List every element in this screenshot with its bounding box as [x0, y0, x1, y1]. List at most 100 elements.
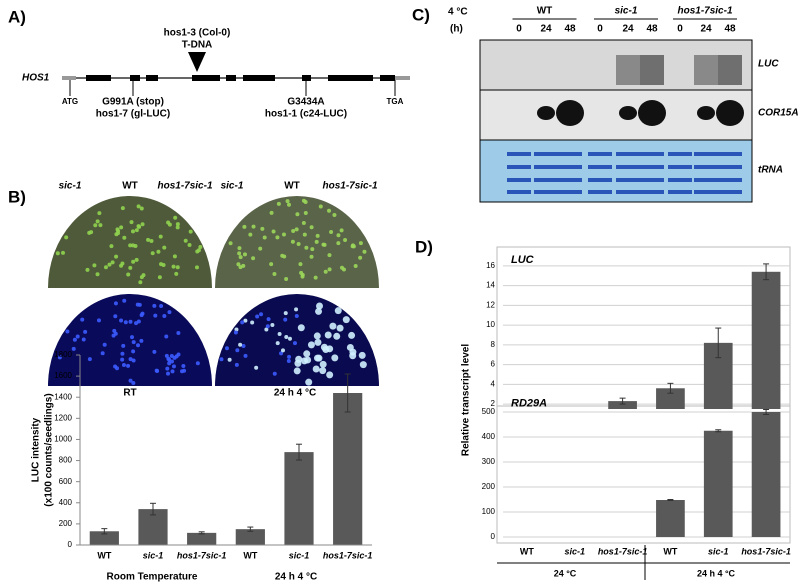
seedling [350, 244, 355, 249]
seedling [319, 367, 327, 375]
seedling [320, 343, 328, 351]
seedling [165, 366, 170, 371]
allele: hos1-7 (gl-LUC) [96, 109, 170, 120]
seedling [112, 328, 117, 333]
seedling [111, 333, 116, 338]
tdna-marker [188, 52, 206, 72]
seedling [283, 317, 288, 322]
seedling [123, 320, 128, 325]
time-label: 48 [724, 24, 736, 35]
seedling [341, 267, 346, 272]
seedling [183, 238, 188, 243]
seedling [135, 302, 140, 307]
trna-band [668, 165, 692, 169]
seedling [173, 215, 178, 220]
error-bar [763, 409, 770, 415]
seedlings [55, 198, 367, 386]
start-codon: ATG [62, 97, 78, 106]
trna-band [694, 152, 718, 156]
seedling [64, 235, 69, 240]
seedling [130, 335, 135, 340]
y-tick-label: 1200 [54, 413, 72, 422]
trna-band [668, 190, 692, 194]
seedling [175, 222, 180, 227]
plate-label: sic-1 [221, 181, 244, 192]
seedling [85, 267, 90, 272]
seedling [155, 368, 160, 373]
seedling [107, 262, 112, 267]
seedling [87, 357, 92, 362]
plate-photo [48, 196, 212, 288]
seedling [139, 275, 144, 280]
seedling [280, 348, 285, 353]
seedling [167, 357, 172, 362]
seedling [136, 204, 141, 209]
x-tick-label: sic-1 [708, 546, 729, 556]
seedling [238, 255, 243, 260]
seedling [128, 319, 133, 324]
trna-band [507, 178, 531, 182]
plate-photo [215, 196, 379, 288]
seedling [89, 230, 94, 235]
luminescence-photo [48, 294, 212, 386]
seedling [264, 327, 269, 332]
seedling [157, 275, 162, 280]
chart-title: RD29A [511, 397, 547, 409]
trna-band [616, 165, 640, 169]
error-bar [296, 443, 302, 461]
seedling [297, 324, 305, 332]
seedling [71, 346, 76, 351]
markers [69, 80, 396, 96]
error-bar [763, 263, 770, 281]
time-label: 24 [700, 24, 712, 35]
x-tick-label: WT [243, 550, 257, 560]
time-label: 24 [622, 24, 634, 35]
seedling [174, 271, 179, 276]
seedling [329, 230, 334, 235]
seedling [336, 241, 341, 246]
seedling [326, 345, 334, 353]
bar [187, 532, 217, 545]
seedling [336, 233, 341, 238]
probe-label: tRNA [758, 165, 783, 176]
seedling [260, 226, 265, 231]
seedling [290, 239, 295, 244]
seedling [262, 235, 267, 240]
seedling [315, 307, 323, 315]
y-axis-label: Relative transcript level [461, 344, 472, 456]
trna-band [616, 152, 640, 156]
seedling [305, 378, 313, 386]
trna-band [694, 190, 718, 194]
y-tick-label: 200 [59, 519, 73, 528]
seedling [162, 245, 167, 250]
seedling [61, 250, 66, 255]
seedling [272, 271, 277, 276]
seedling [129, 220, 134, 225]
seedling [194, 265, 199, 270]
cor-band [619, 106, 637, 120]
panel-letter: D) [415, 237, 433, 256]
group-label: 24 h 4 °C [697, 568, 736, 578]
seedling [95, 219, 100, 224]
seedling [251, 224, 256, 229]
plate-label: hos1-7sic-1 [157, 181, 212, 192]
seedling [98, 223, 103, 228]
trna-band [507, 190, 531, 194]
seedling [175, 225, 180, 230]
trna-band [588, 165, 612, 169]
trna-band [718, 178, 742, 182]
cor-band [638, 100, 666, 126]
tdna-label: T-DNA [182, 40, 213, 51]
seedling [114, 232, 119, 237]
seedling [131, 358, 136, 363]
y-tick-label: 10 [486, 320, 495, 329]
hours-label: (h) [450, 24, 463, 35]
seedling [126, 363, 131, 368]
bar [751, 271, 781, 409]
bar [333, 393, 363, 545]
seedling [286, 358, 291, 363]
luc-band [694, 55, 718, 85]
seedling [115, 227, 120, 232]
seedling [275, 341, 280, 346]
seedling [136, 343, 141, 348]
